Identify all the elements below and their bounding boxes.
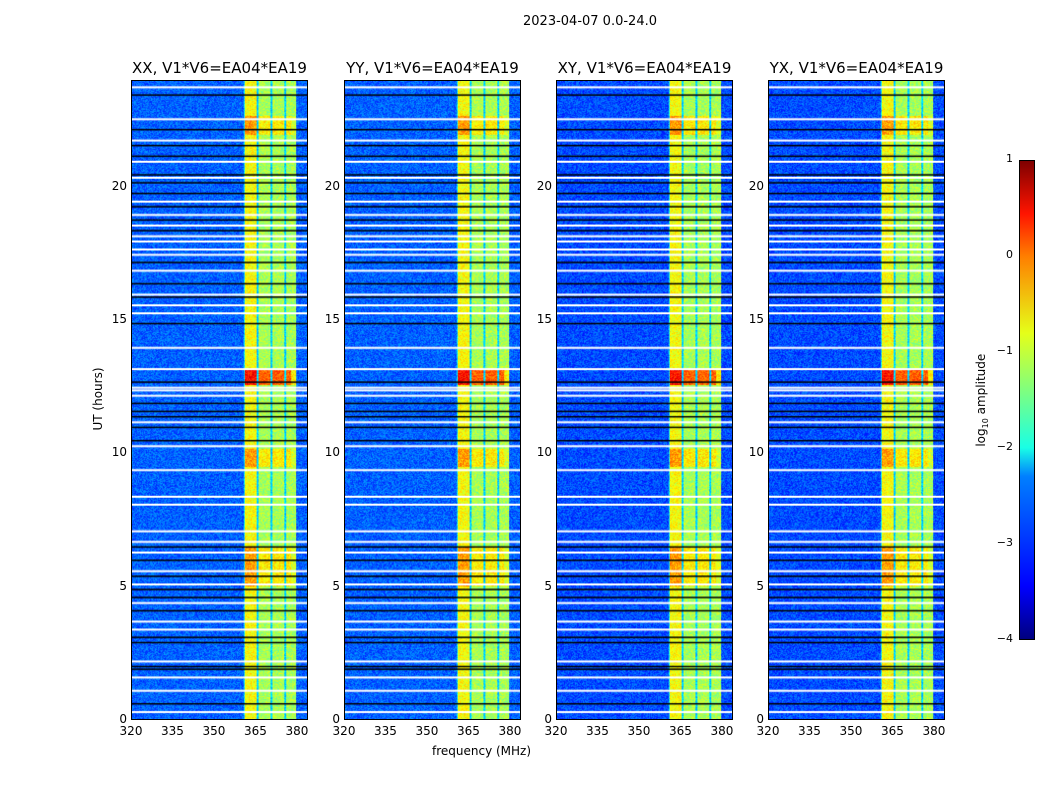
y-tick-label: 20 (111, 178, 127, 193)
y-axis-label: UT (hours) (91, 367, 105, 431)
colorbar-tick-label: 1 (1006, 152, 1013, 165)
panel-title: YY, V1*V6=EA04*EA19 (346, 59, 519, 77)
y-tick-label: 20 (324, 178, 340, 193)
x-tick-label: 365 (244, 724, 267, 738)
x-tick-label: 365 (457, 724, 480, 738)
y-tick-label: 0 (544, 712, 552, 726)
spectrogram-panel (344, 80, 521, 720)
x-tick-label: 380 (922, 724, 946, 738)
y-tick-label: 15 (111, 312, 127, 326)
x-tick-label: 335 (798, 724, 821, 738)
x-tick-label: 335 (374, 724, 397, 738)
colorbar (1019, 160, 1035, 640)
x-tick-label: 380 (285, 724, 309, 738)
y-tick-label: 5 (544, 578, 552, 593)
y-tick-label: 10 (324, 445, 340, 460)
y-tick-label: 15 (324, 312, 340, 326)
colorbar-tick-label: −4 (996, 632, 1013, 645)
y-tick-label: 15 (536, 312, 552, 326)
x-axis-label: frequency (MHz) (432, 744, 532, 758)
x-tick-label: 380 (710, 724, 734, 738)
y-tick-label: 20 (748, 178, 764, 193)
y-tick-label: 5 (332, 578, 340, 593)
x-tick-label: 335 (161, 724, 184, 738)
x-tick-label: 320 (332, 724, 356, 738)
x-tick-label: 320 (756, 724, 780, 738)
x-tick-label: 380 (498, 724, 522, 738)
x-tick-label: 350 (202, 724, 226, 738)
colorbar-tick-label: −2 (996, 440, 1013, 453)
figure-title: 2023-04-07 0.0-24.0 (523, 14, 657, 29)
x-tick-label: 350 (415, 724, 439, 738)
y-tick-label: 15 (748, 312, 764, 326)
y-tick-label: 20 (536, 178, 552, 193)
y-tick-label: 10 (536, 445, 552, 460)
y-tick-label: 10 (748, 445, 764, 460)
y-tick-label: 0 (332, 712, 340, 726)
spectrogram-panel (768, 80, 945, 720)
colorbar-tick-label: −3 (996, 536, 1013, 549)
x-tick-label: 320 (119, 724, 143, 738)
x-tick-label: 365 (669, 724, 692, 738)
y-tick-label: 0 (756, 712, 764, 726)
colorbar-tick-label: −1 (996, 344, 1013, 357)
y-tick-label: 5 (119, 578, 127, 593)
x-tick-label: 320 (544, 724, 568, 738)
spectrogram-panel (556, 80, 733, 720)
panel-title: XY, V1*V6=EA04*EA19 (557, 59, 732, 77)
y-tick-label: 10 (111, 445, 127, 460)
colorbar-tick-label: 0 (1006, 248, 1013, 261)
spectrogram-panel (131, 80, 308, 720)
x-tick-label: 350 (839, 724, 863, 738)
x-tick-label: 335 (586, 724, 609, 738)
panel-title: YX, V1*V6=EA04*EA19 (769, 59, 944, 77)
x-tick-label: 365 (881, 724, 904, 738)
x-tick-label: 350 (627, 724, 651, 738)
panel-title: XX, V1*V6=EA04*EA19 (132, 59, 307, 77)
y-tick-label: 5 (756, 578, 764, 593)
colorbar-label-sub: 10 (981, 418, 991, 429)
y-tick-label: 0 (119, 712, 127, 726)
colorbar-label-rest: amplitude (973, 353, 988, 419)
